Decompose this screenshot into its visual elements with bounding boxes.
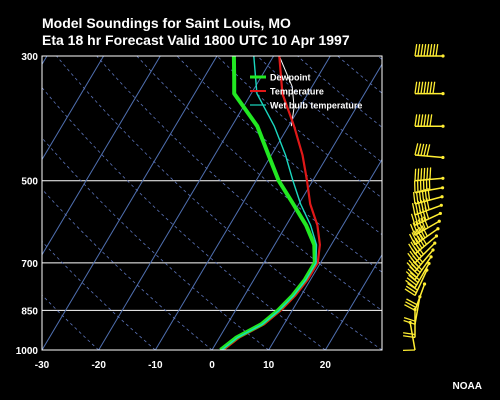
wind-barb <box>404 282 427 311</box>
dry-adiabat <box>42 188 213 350</box>
wind-barb <box>414 81 445 96</box>
x-tick-label: -10 <box>148 360 163 371</box>
x-tick-label: 0 <box>209 360 215 371</box>
dry-adiabat <box>42 294 99 350</box>
isotherm <box>381 349 382 350</box>
isotherm <box>42 56 161 256</box>
environment-line <box>278 56 295 127</box>
dry-adiabat <box>56 56 382 350</box>
chart-axes: 300 500 700 850 1000 -30 -20 -10 0 10 20 <box>16 52 383 371</box>
dry-adiabat <box>42 240 156 350</box>
wind-barb <box>414 44 445 58</box>
plot-frame <box>41 55 383 351</box>
wind-barb <box>409 216 441 236</box>
series-line-dewpoint <box>219 56 317 350</box>
legend-label: Temperature <box>270 87 324 97</box>
dry-adiabat <box>418 56 500 350</box>
isotherm <box>324 253 382 350</box>
chart-legend: Dewpoint Temperature Wet bulb temperature <box>250 73 362 111</box>
y-tick-label: 300 <box>21 52 38 63</box>
wind-barbs <box>402 44 445 352</box>
credit-label: NOAA <box>452 381 482 392</box>
x-tick-label: 20 <box>320 360 332 371</box>
x-tick-label: -30 <box>35 360 50 371</box>
wind-barb <box>404 268 429 297</box>
wind-barb <box>402 320 416 352</box>
isotherm <box>211 63 382 350</box>
x-tick-label: -20 <box>91 360 106 371</box>
isotherm <box>268 158 382 350</box>
y-tick-label: 850 <box>21 306 38 317</box>
isotherm <box>42 56 218 350</box>
wind-barb <box>414 114 445 128</box>
wind-barb <box>405 261 431 289</box>
isotherm <box>42 56 105 161</box>
chart-grid <box>42 56 500 350</box>
dry-adiabat <box>377 56 382 60</box>
wind-barb <box>414 143 445 160</box>
dry-adiabat <box>42 87 326 350</box>
isotherm <box>154 56 331 350</box>
series-line-wet-bulb-temperature <box>221 56 318 350</box>
isotherm <box>439 56 500 350</box>
isotherm <box>98 56 275 350</box>
y-tick-label: 700 <box>21 259 38 270</box>
legend-label: Dewpoint <box>270 73 311 83</box>
x-tick-label: 10 <box>263 360 275 371</box>
dry-adiabat <box>42 137 269 350</box>
chart-subtitle: Eta 18 hr Forecast Valid 1800 UTC 10 Apr… <box>42 32 350 48</box>
chart-title: Model Soundings for Saint Louis, MO <box>42 15 291 31</box>
y-tick-label: 500 <box>21 177 38 188</box>
y-tick-label: 1000 <box>16 346 39 357</box>
legend-label: Wet bulb temperature <box>270 101 362 111</box>
